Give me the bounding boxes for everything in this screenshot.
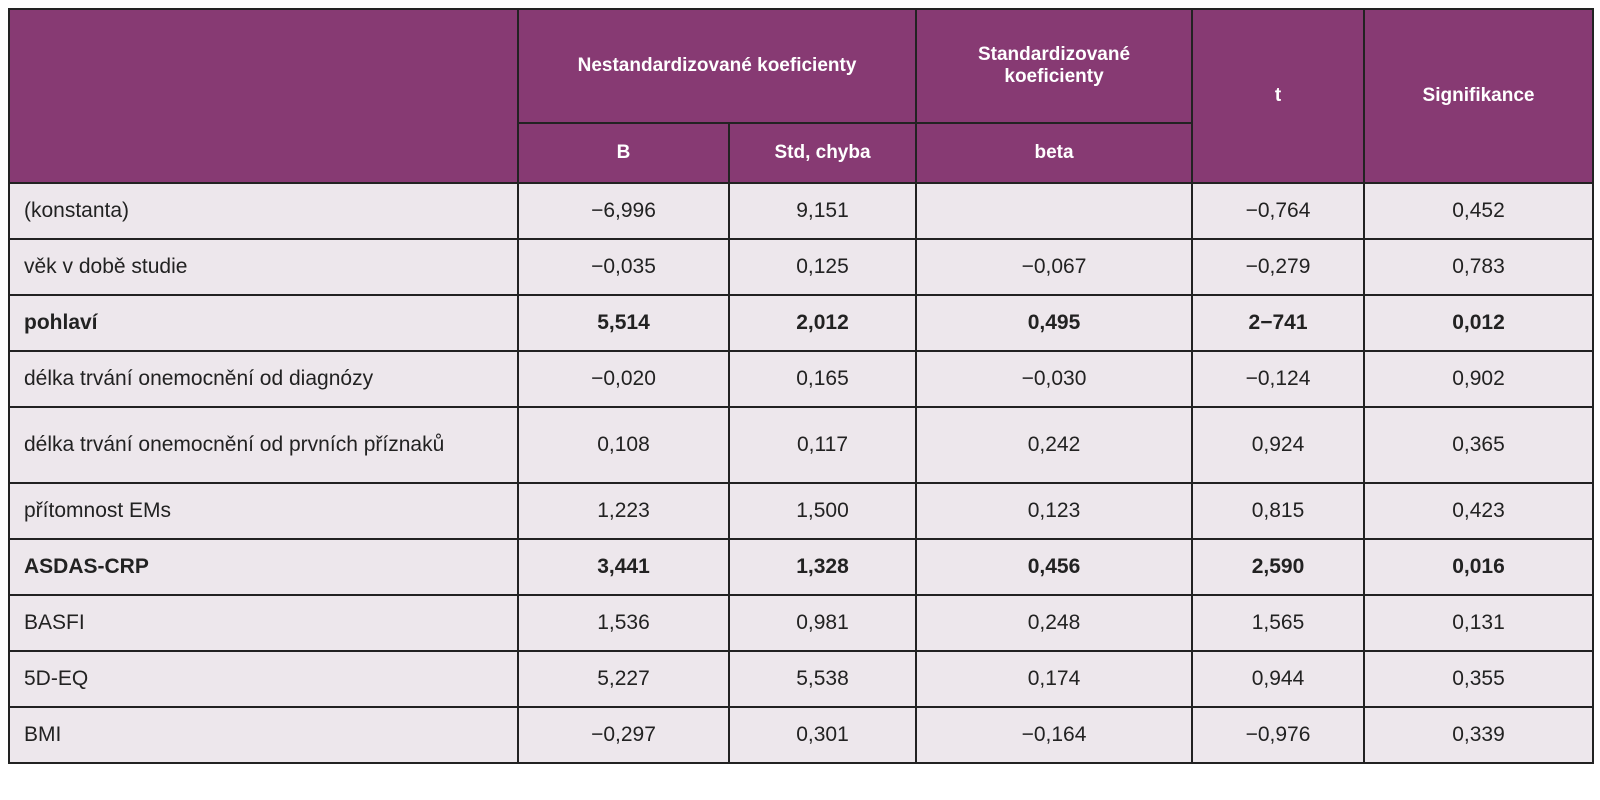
row-label: BASFI	[8, 594, 519, 652]
cell-b: 5,227	[517, 650, 730, 708]
regression-table: Nestandardizované koeficienty Standardiz…	[8, 8, 1595, 764]
header-b: B	[517, 122, 730, 184]
table-row: BASFI 1,536 0,981 0,248 1,565 0,131	[8, 594, 1595, 652]
cell-b: 3,441	[517, 538, 730, 596]
cell-beta: 0,495	[915, 294, 1194, 352]
row-label: délka trvání onemocnění od prvních přízn…	[8, 406, 519, 484]
cell-std-error: 0,117	[727, 406, 918, 484]
header-unstandardized: Nestandardizované koeficienty	[516, 8, 918, 124]
table-row: 5D-EQ 5,227 5,538 0,174 0,944 0,355	[8, 650, 1595, 708]
cell-t: 2,590	[1191, 538, 1366, 596]
cell-beta: 0,242	[915, 406, 1194, 484]
row-label: ASDAS-CRP	[8, 538, 519, 596]
cell-significance: 0,423	[1363, 482, 1595, 540]
cell-beta: 0,174	[915, 650, 1194, 708]
cell-std-error: 9,151	[727, 182, 918, 240]
cell-beta: 0,248	[915, 594, 1194, 652]
table-body: (konstanta) −6,996 9,151 −0,764 0,452 vě…	[8, 182, 1595, 764]
cell-b: −0,035	[517, 238, 730, 296]
table-row-significant: ASDAS-CRP 3,441 1,328 0,456 2,590 0,016	[8, 538, 1595, 596]
cell-beta: −0,164	[915, 706, 1194, 764]
row-label: věk v době studie	[8, 238, 519, 296]
cell-b: −0,020	[517, 350, 730, 408]
cell-t: −0,764	[1191, 182, 1366, 240]
cell-std-error: 2,012	[727, 294, 918, 352]
cell-t: −0,124	[1191, 350, 1366, 408]
cell-significance: 0,339	[1363, 706, 1595, 764]
table-row: (konstanta) −6,996 9,151 −0,764 0,452	[8, 182, 1595, 240]
header-corner-cell	[8, 8, 519, 184]
regression-table-container: Nestandardizované koeficienty Standardiz…	[8, 8, 1595, 764]
row-label: 5D-EQ	[8, 650, 519, 708]
row-label: (konstanta)	[8, 182, 519, 240]
cell-b: 5,514	[517, 294, 730, 352]
cell-significance: 0,783	[1363, 238, 1595, 296]
header-row-2: B Std, chyba beta	[9, 122, 1593, 184]
table-header: Nestandardizované koeficienty Standardiz…	[8, 8, 1595, 184]
cell-b: 1,536	[517, 594, 730, 652]
cell-t: −0,976	[1191, 706, 1366, 764]
cell-std-error: 0,125	[727, 238, 918, 296]
cell-b: 1,223	[517, 482, 730, 540]
cell-beta: −0,030	[915, 350, 1194, 408]
table-row-significant: pohlaví 5,514 2,012 0,495 2−741 0,012	[8, 294, 1595, 352]
cell-std-error: 5,538	[727, 650, 918, 708]
row-label: přítomnost EMs	[8, 482, 519, 540]
cell-b: 0,108	[517, 406, 730, 484]
cell-significance: 0,012	[1363, 294, 1595, 352]
cell-std-error: 0,165	[727, 350, 918, 408]
cell-std-error: 1,328	[727, 538, 918, 596]
header-row-1: Nestandardizované koeficienty Standardiz…	[8, 8, 1595, 184]
cell-t: 0,924	[1191, 406, 1366, 484]
cell-b: −0,297	[517, 706, 730, 764]
cell-significance: 0,355	[1363, 650, 1595, 708]
cell-std-error: 0,301	[727, 706, 918, 764]
cell-t: 1,565	[1191, 594, 1366, 652]
header-significance: Signifikance	[1363, 8, 1595, 184]
cell-b: −6,996	[517, 182, 730, 240]
table-row: věk v době studie −0,035 0,125 −0,067 −0…	[8, 238, 1595, 296]
table-row: délka trvání onemocnění od diagnózy −0,0…	[8, 350, 1595, 408]
cell-t: 2−741	[1191, 294, 1366, 352]
row-label: BMI	[8, 706, 519, 764]
cell-std-error: 1,500	[727, 482, 918, 540]
header-standardized: Standardizované koeficienty	[915, 8, 1194, 124]
cell-beta: 0,456	[915, 538, 1194, 596]
table-row: přítomnost EMs 1,223 1,500 0,123 0,815 0…	[8, 482, 1595, 540]
row-label: délka trvání onemocnění od diagnózy	[8, 350, 519, 408]
cell-significance: 0,365	[1363, 406, 1595, 484]
cell-beta: 0,123	[915, 482, 1194, 540]
header-beta: beta	[915, 122, 1194, 184]
header-std-error: Std, chyba	[727, 122, 918, 184]
cell-significance: 0,902	[1363, 350, 1595, 408]
cell-t: 0,815	[1191, 482, 1366, 540]
cell-significance: 0,452	[1363, 182, 1595, 240]
cell-std-error: 0,981	[727, 594, 918, 652]
table-row: délka trvání onemocnění od prvních přízn…	[8, 406, 1595, 484]
cell-significance: 0,131	[1363, 594, 1595, 652]
cell-t: −0,279	[1191, 238, 1366, 296]
cell-beta	[915, 182, 1194, 240]
cell-beta: −0,067	[915, 238, 1194, 296]
row-label: pohlaví	[8, 294, 519, 352]
header-t: t	[1191, 8, 1366, 184]
cell-significance: 0,016	[1363, 538, 1595, 596]
cell-t: 0,944	[1191, 650, 1366, 708]
table-row: BMI −0,297 0,301 −0,164 −0,976 0,339	[8, 706, 1595, 764]
